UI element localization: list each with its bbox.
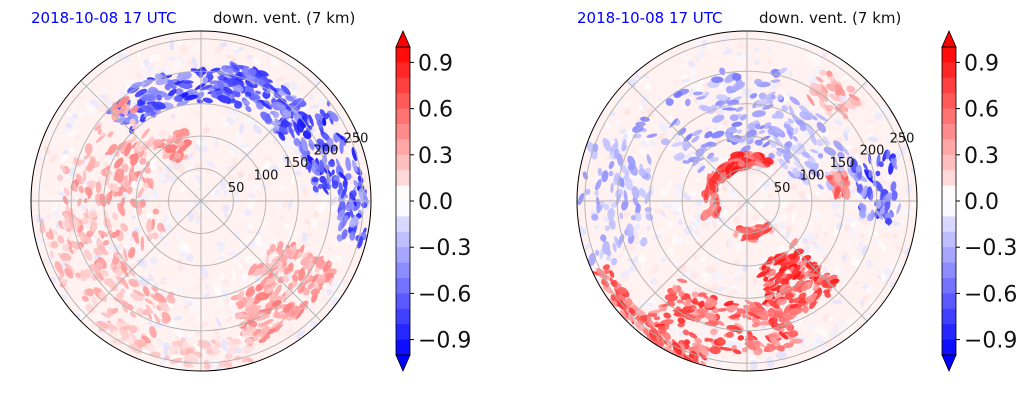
colorbar-level <box>942 170 956 186</box>
colorbar-level <box>396 324 410 340</box>
right-polar-plot: 50 100 150 200 250 0.9 0.6 0.3 0.0 −0.3 −0.6 −0.9 <box>576 30 1017 372</box>
colorbar-level <box>942 185 956 202</box>
colorbar-level <box>942 278 956 294</box>
right-panel: 2018-10-08 17 UTC down. vent. (7 km) 50 1… <box>546 0 1036 401</box>
colorbar-extend-max <box>395 30 411 48</box>
colorbar-level <box>942 324 956 340</box>
colorbar-level <box>942 262 956 279</box>
colorbar-level <box>942 216 956 233</box>
colorbar-level <box>396 185 410 202</box>
colorbar-level <box>396 231 410 248</box>
colorbar-tick-label: 0.0 <box>964 190 999 215</box>
colorbar-level <box>396 139 410 156</box>
colorbar-level <box>396 108 410 125</box>
ring-label-200: 200 <box>314 144 339 159</box>
azimuth-line-135 <box>626 200 748 322</box>
right-panel-variable-title: down. vent. (7 km) <box>759 9 902 27</box>
ring-label-250: 250 <box>890 131 915 146</box>
azimuth-line-45 <box>746 200 868 322</box>
colorbar: 0.9 0.6 0.3 0.0 −0.3 −0.6 −0.9 <box>941 30 1017 372</box>
colorbar-level <box>396 62 410 79</box>
colorbar-extend-max <box>941 30 957 48</box>
field-shading <box>31 35 371 371</box>
ring-label-50: 50 <box>774 181 791 196</box>
azimuth-line-45 <box>200 200 322 322</box>
azimuth-line-225 <box>626 80 748 202</box>
colorbar-level <box>396 262 410 279</box>
colorbar-tick-label: 0.3 <box>418 144 453 169</box>
left-panel-variable-title: down. vent. (7 km) <box>213 9 356 27</box>
colorbar-level <box>942 154 956 171</box>
ring-label-250: 250 <box>344 131 369 146</box>
ring-label-200: 200 <box>860 144 885 159</box>
colorbar-tick-label: −0.3 <box>418 236 471 261</box>
colorbar-tick-label: −0.3 <box>964 236 1017 261</box>
colorbar-level <box>942 308 956 325</box>
left-panel-date-title: 2018-10-08 17 UTC <box>31 9 177 27</box>
plot-border <box>30 30 372 372</box>
colorbar-level <box>396 47 410 63</box>
ring-label-100: 100 <box>254 169 279 184</box>
colorbar-level <box>942 139 956 156</box>
colorbar-level <box>942 201 956 217</box>
azimuth-line-135 <box>80 200 202 322</box>
colorbar-tick-label: −0.6 <box>964 282 1017 307</box>
left-panel: 2018-10-08 17 UTC down. vent. (7 km) 50 1… <box>30 9 471 372</box>
colorbar-level <box>396 77 410 94</box>
colorbar-level <box>396 308 410 325</box>
colorbar-level <box>942 108 956 125</box>
colorbar-level <box>396 93 410 109</box>
colorbar-tick-label: 0.9 <box>964 51 999 76</box>
polar-grid <box>577 31 917 371</box>
colorbar-level <box>942 293 956 310</box>
colorbar-level <box>396 293 410 310</box>
colorbar-level <box>942 47 956 63</box>
colorbar-extend-min <box>395 354 411 372</box>
colorbar-level <box>942 62 956 79</box>
ring-label-150: 150 <box>830 156 855 171</box>
left-polar-plot: 50 100 150 200 250 0.9 0.6 0.3 0.0 −0.3 −0.6 −0.9 <box>30 30 471 372</box>
colorbar-level <box>942 339 956 356</box>
plot-border <box>576 30 918 372</box>
colorbar-level <box>396 124 410 140</box>
colorbar-tick-label: 0.3 <box>964 144 999 169</box>
right-panel-date-title: 2018-10-08 17 UTC <box>577 9 723 27</box>
colorbar-tick-label: 0.6 <box>418 98 453 123</box>
colorbar-level <box>942 247 956 263</box>
colorbar-level <box>396 247 410 263</box>
azimuth-line-315 <box>200 80 322 202</box>
colorbar-tick-label: 0.0 <box>418 190 453 215</box>
colorbar-tick-label: 0.9 <box>418 51 453 76</box>
colorbar-level <box>942 124 956 140</box>
polar-grid <box>31 31 371 371</box>
colorbar-level <box>942 93 956 109</box>
colorbar-level <box>396 339 410 356</box>
colorbar-level <box>396 201 410 217</box>
ring-label-50: 50 <box>228 181 245 196</box>
ring-label-150: 150 <box>284 156 309 171</box>
colorbar-tick-label: −0.6 <box>418 282 471 307</box>
azimuth-line-225 <box>80 80 202 202</box>
colorbar-extend-min <box>941 354 957 372</box>
colorbar-level <box>396 170 410 186</box>
colorbar-level <box>942 231 956 248</box>
colorbar-level <box>396 216 410 233</box>
colorbar-tick-label: −0.9 <box>418 329 471 354</box>
azimuth-line-315 <box>746 80 868 202</box>
colorbar-tick-label: 0.6 <box>964 98 999 123</box>
colorbar-tick-label: −0.9 <box>964 329 1017 354</box>
colorbar-level <box>942 77 956 94</box>
colorbar-level <box>396 154 410 171</box>
colorbar-level <box>396 278 410 294</box>
ring-label-100: 100 <box>800 169 825 184</box>
colorbar: 0.9 0.6 0.3 0.0 −0.3 −0.6 −0.9 <box>395 30 471 372</box>
